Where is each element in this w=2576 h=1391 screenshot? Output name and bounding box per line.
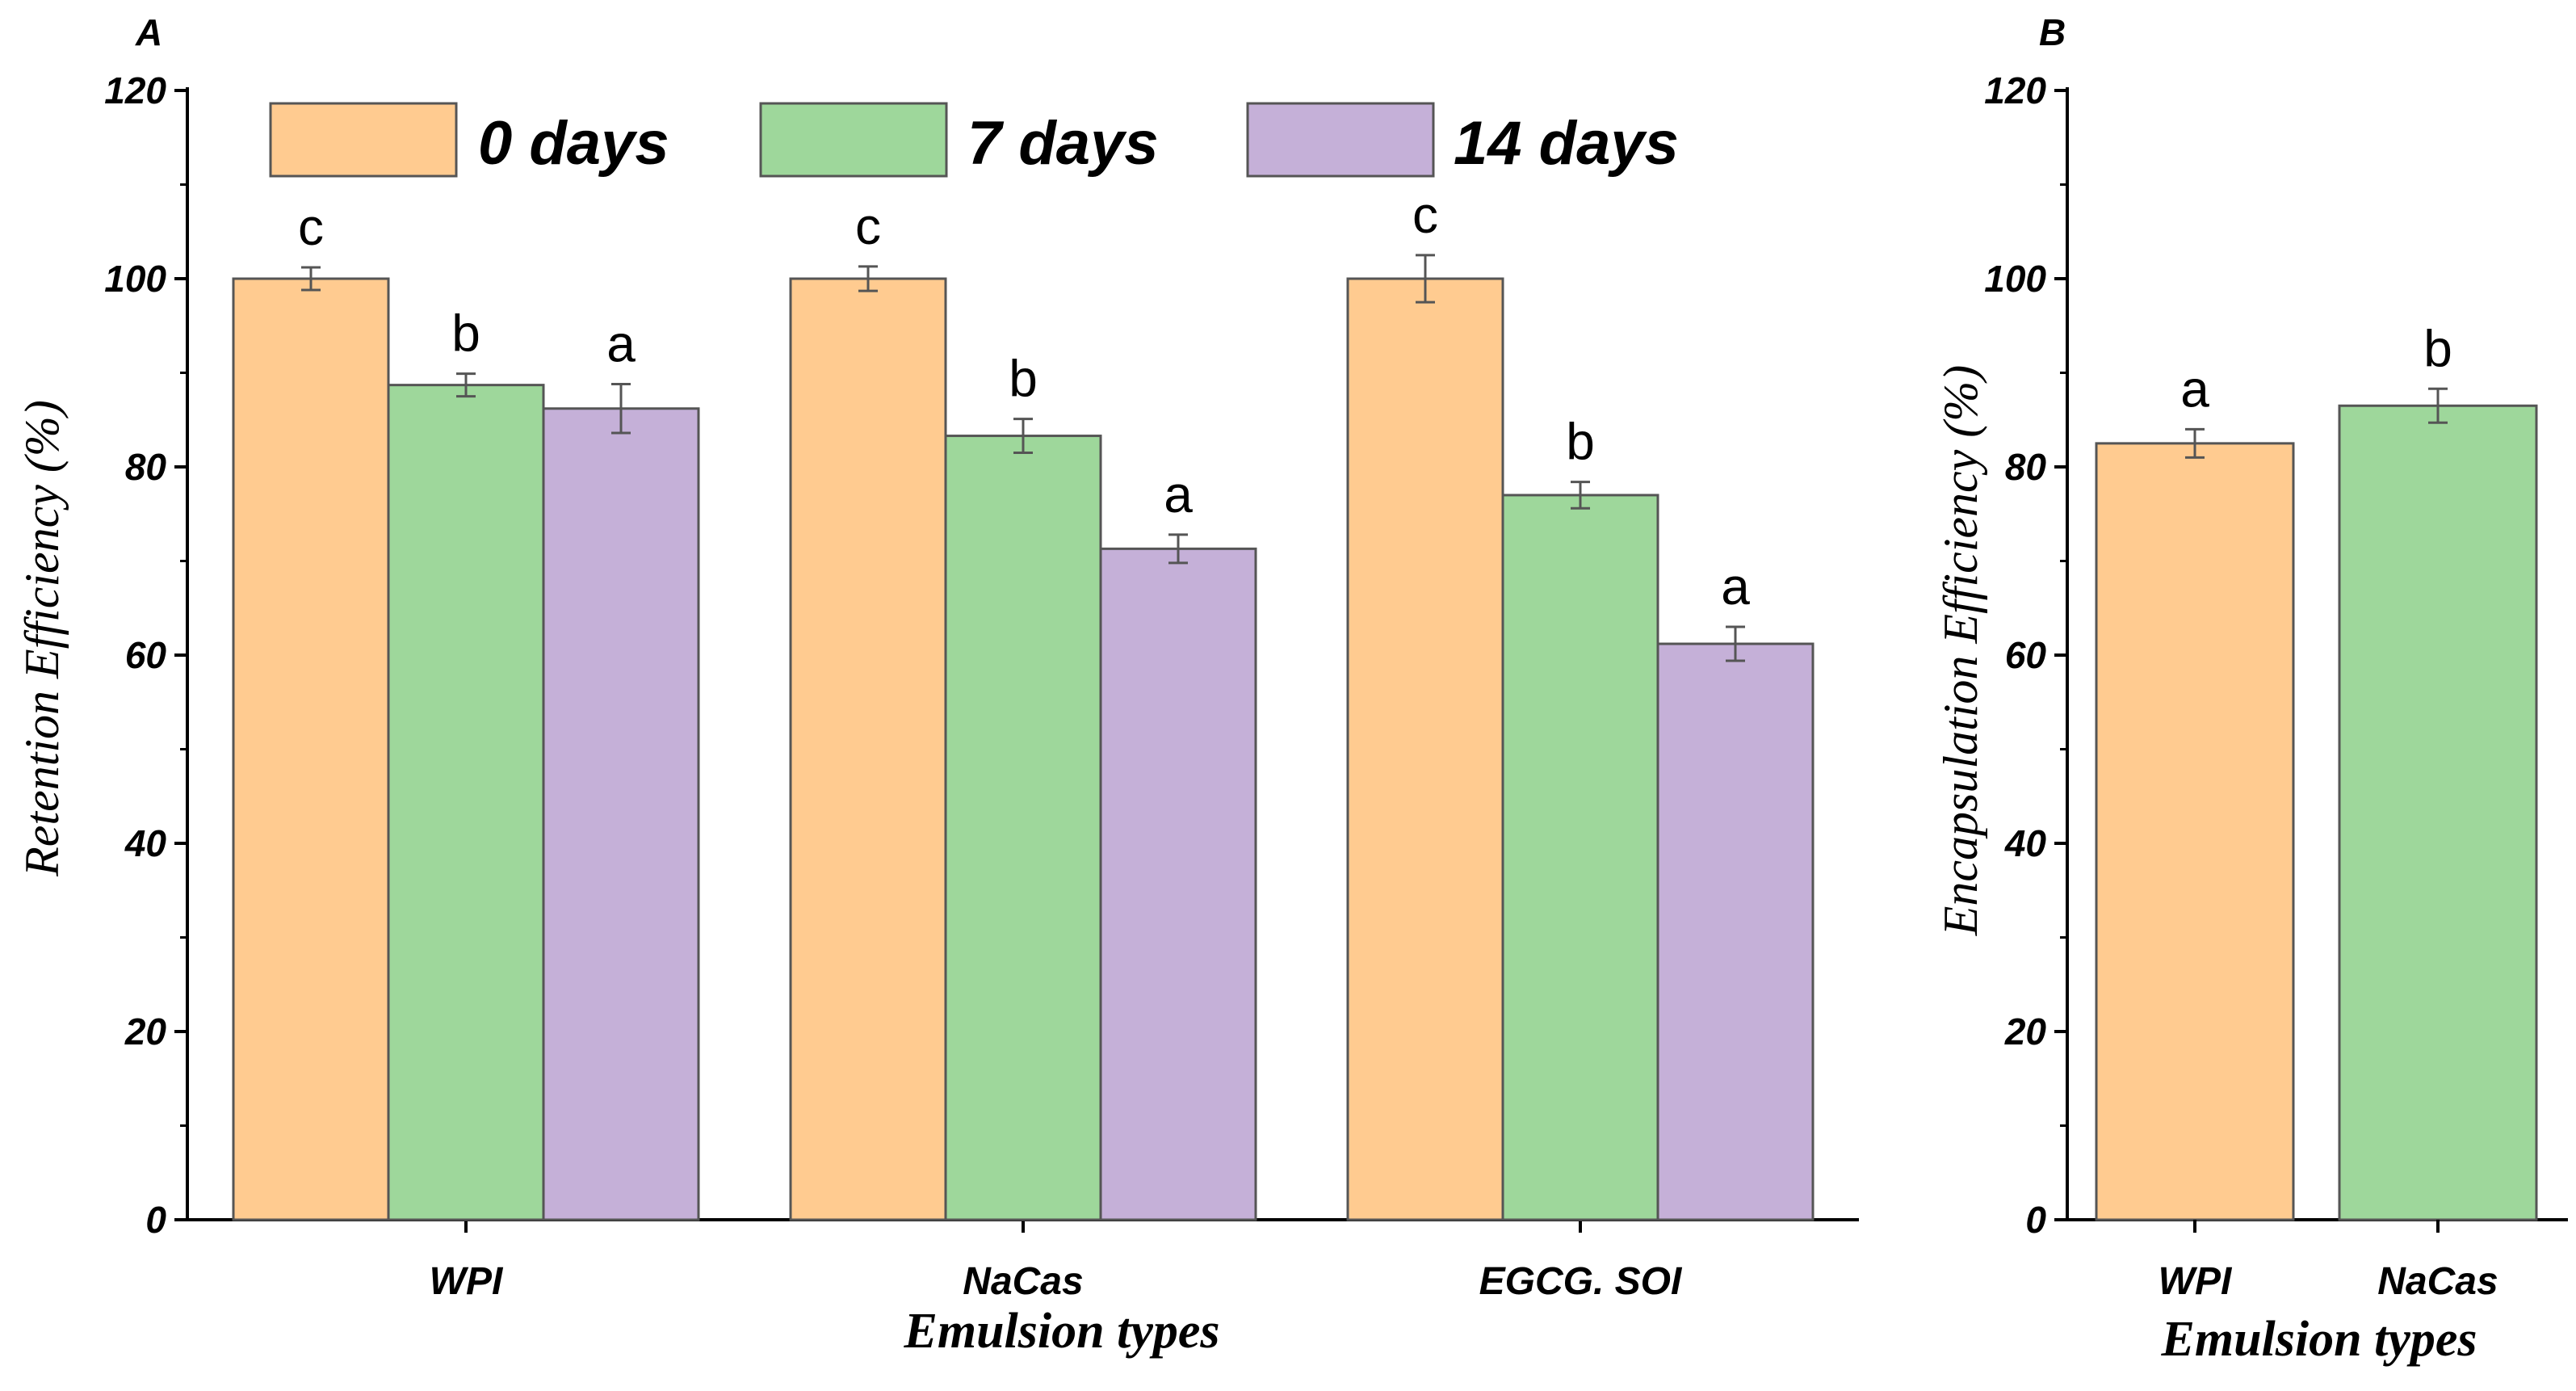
legend-swatch-0-days bbox=[269, 102, 458, 178]
bar-7-days-WPI bbox=[387, 384, 545, 1221]
y-tick-label: 100 bbox=[104, 258, 166, 300]
significance-label: c bbox=[855, 197, 881, 255]
legend-label-14-days: 14 days bbox=[1454, 109, 1679, 178]
significance-label: a bbox=[1164, 465, 1193, 523]
legend-swatch-14-days bbox=[1246, 102, 1435, 178]
significance-label: a bbox=[1721, 557, 1750, 616]
y-tick-label: 40 bbox=[2004, 822, 2047, 864]
y-tick-label: 60 bbox=[2005, 634, 2047, 676]
bar-0-days-EGCGSOI bbox=[1346, 277, 1504, 1221]
legend-label-7-days: 7 days bbox=[967, 109, 1159, 178]
bar-0-days-WPI bbox=[232, 277, 390, 1221]
y-tick-label: 80 bbox=[125, 446, 167, 488]
bar-7-days-EGCGSOI bbox=[1501, 494, 1659, 1221]
significance-label: c bbox=[298, 198, 324, 256]
panel-a-x-axis-title: Emulsion types bbox=[903, 1304, 1219, 1359]
panel-b-y-axis-title: Encapsulation Efficiency (%) bbox=[1934, 365, 1987, 936]
chart-marks: 0 20 40 60 80 100 120 WPI c b a NaCas c b a EGCG. SOI c b… bbox=[104, 69, 2568, 1303]
bar-0-days-NaCas bbox=[789, 277, 947, 1221]
significance-label: a bbox=[2180, 359, 2209, 418]
significance-label: b bbox=[451, 305, 480, 363]
significance-label: a bbox=[606, 314, 636, 372]
x-tick-label: NaCas bbox=[2377, 1260, 2498, 1303]
x-tick-label: NaCas bbox=[963, 1260, 1083, 1303]
bar-14-days-NaCas bbox=[1099, 547, 1257, 1221]
x-tick-label: WPI bbox=[2159, 1260, 2233, 1303]
panel-a-label: A bbox=[135, 11, 162, 53]
legend: 0 days 7 days 14 days bbox=[269, 102, 1679, 178]
significance-label: b bbox=[1566, 413, 1595, 471]
y-tick-label: 60 bbox=[125, 634, 167, 676]
panel-b-x-axis-title: Emulsion types bbox=[2160, 1312, 2477, 1367]
x-tick-label: WPI bbox=[430, 1260, 504, 1303]
panel-b-label: B bbox=[2039, 11, 2066, 53]
x-tick-label: EGCG. SOI bbox=[1479, 1260, 1683, 1303]
y-tick-label: 0 bbox=[2025, 1199, 2046, 1241]
y-tick-label: 0 bbox=[145, 1199, 166, 1241]
bar-7-days-NaCas bbox=[944, 435, 1102, 1221]
y-tick-label: 20 bbox=[124, 1011, 167, 1053]
legend-swatch-7-days bbox=[759, 102, 948, 178]
y-tick-label: 80 bbox=[2005, 446, 2047, 488]
bar-14-days-EGCGSOI bbox=[1656, 642, 1815, 1221]
bar-14-days-WPI bbox=[542, 407, 700, 1221]
significance-label: c bbox=[1412, 186, 1438, 244]
y-tick-label: 120 bbox=[104, 69, 166, 111]
bar-b-WPI bbox=[2095, 442, 2295, 1221]
y-tick-label: 40 bbox=[124, 822, 167, 864]
y-tick-label: 100 bbox=[1984, 258, 2046, 300]
y-tick-label: 120 bbox=[1984, 69, 2046, 111]
legend-label-0-days: 0 days bbox=[478, 109, 669, 178]
significance-label: b bbox=[1009, 350, 1038, 408]
panel-a-y-axis-title: Retention Efficiency (%) bbox=[15, 400, 69, 877]
significance-label: b bbox=[2423, 319, 2452, 377]
bar-b-NaCas bbox=[2338, 404, 2538, 1221]
y-tick-label: 20 bbox=[2004, 1011, 2047, 1053]
